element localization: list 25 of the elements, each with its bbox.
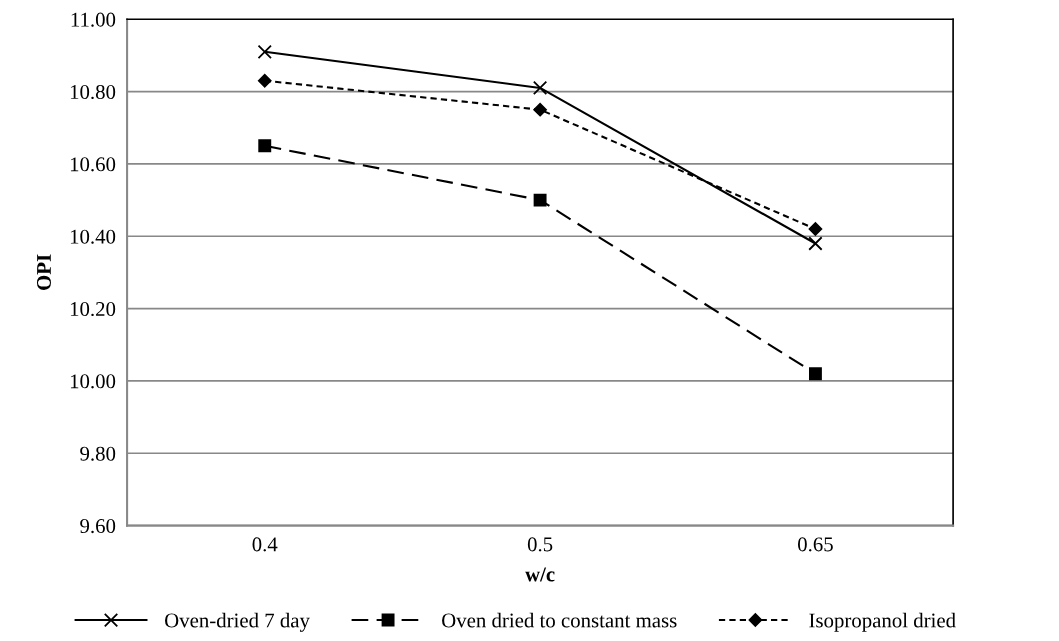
x-tick-label: 0.5 — [527, 537, 553, 552]
x-axis-title: w/c — [525, 567, 555, 582]
point — [258, 139, 272, 153]
point — [257, 44, 272, 59]
legend-label: Isopropanol dried — [809, 612, 956, 632]
y-tick-label: 9.60 — [80, 518, 116, 534]
y-tick-label: 11.00 — [71, 12, 116, 27]
legend-label: Oven dried to constant mass — [442, 612, 677, 628]
point — [257, 73, 272, 88]
legend-label: Oven-dried 7 day — [165, 612, 310, 632]
point — [808, 222, 823, 236]
point — [533, 193, 547, 207]
point — [808, 236, 823, 251]
y-tick-label: 10.40 — [70, 229, 116, 244]
point — [533, 102, 547, 117]
y-axis-title: OPI — [36, 254, 51, 290]
y-tick-label: 10.80 — [70, 84, 116, 100]
y-tick-label: 10.60 — [70, 157, 116, 172]
point — [532, 80, 548, 96]
point — [808, 367, 822, 381]
x-tick-label: 0.4 — [252, 537, 278, 552]
y-tick-label: 10.00 — [70, 374, 116, 389]
x-tick-label: 0.65 — [798, 537, 833, 552]
y-tick-label: 9.80 — [80, 446, 116, 461]
y-tick-label: 10.20 — [70, 301, 116, 317]
